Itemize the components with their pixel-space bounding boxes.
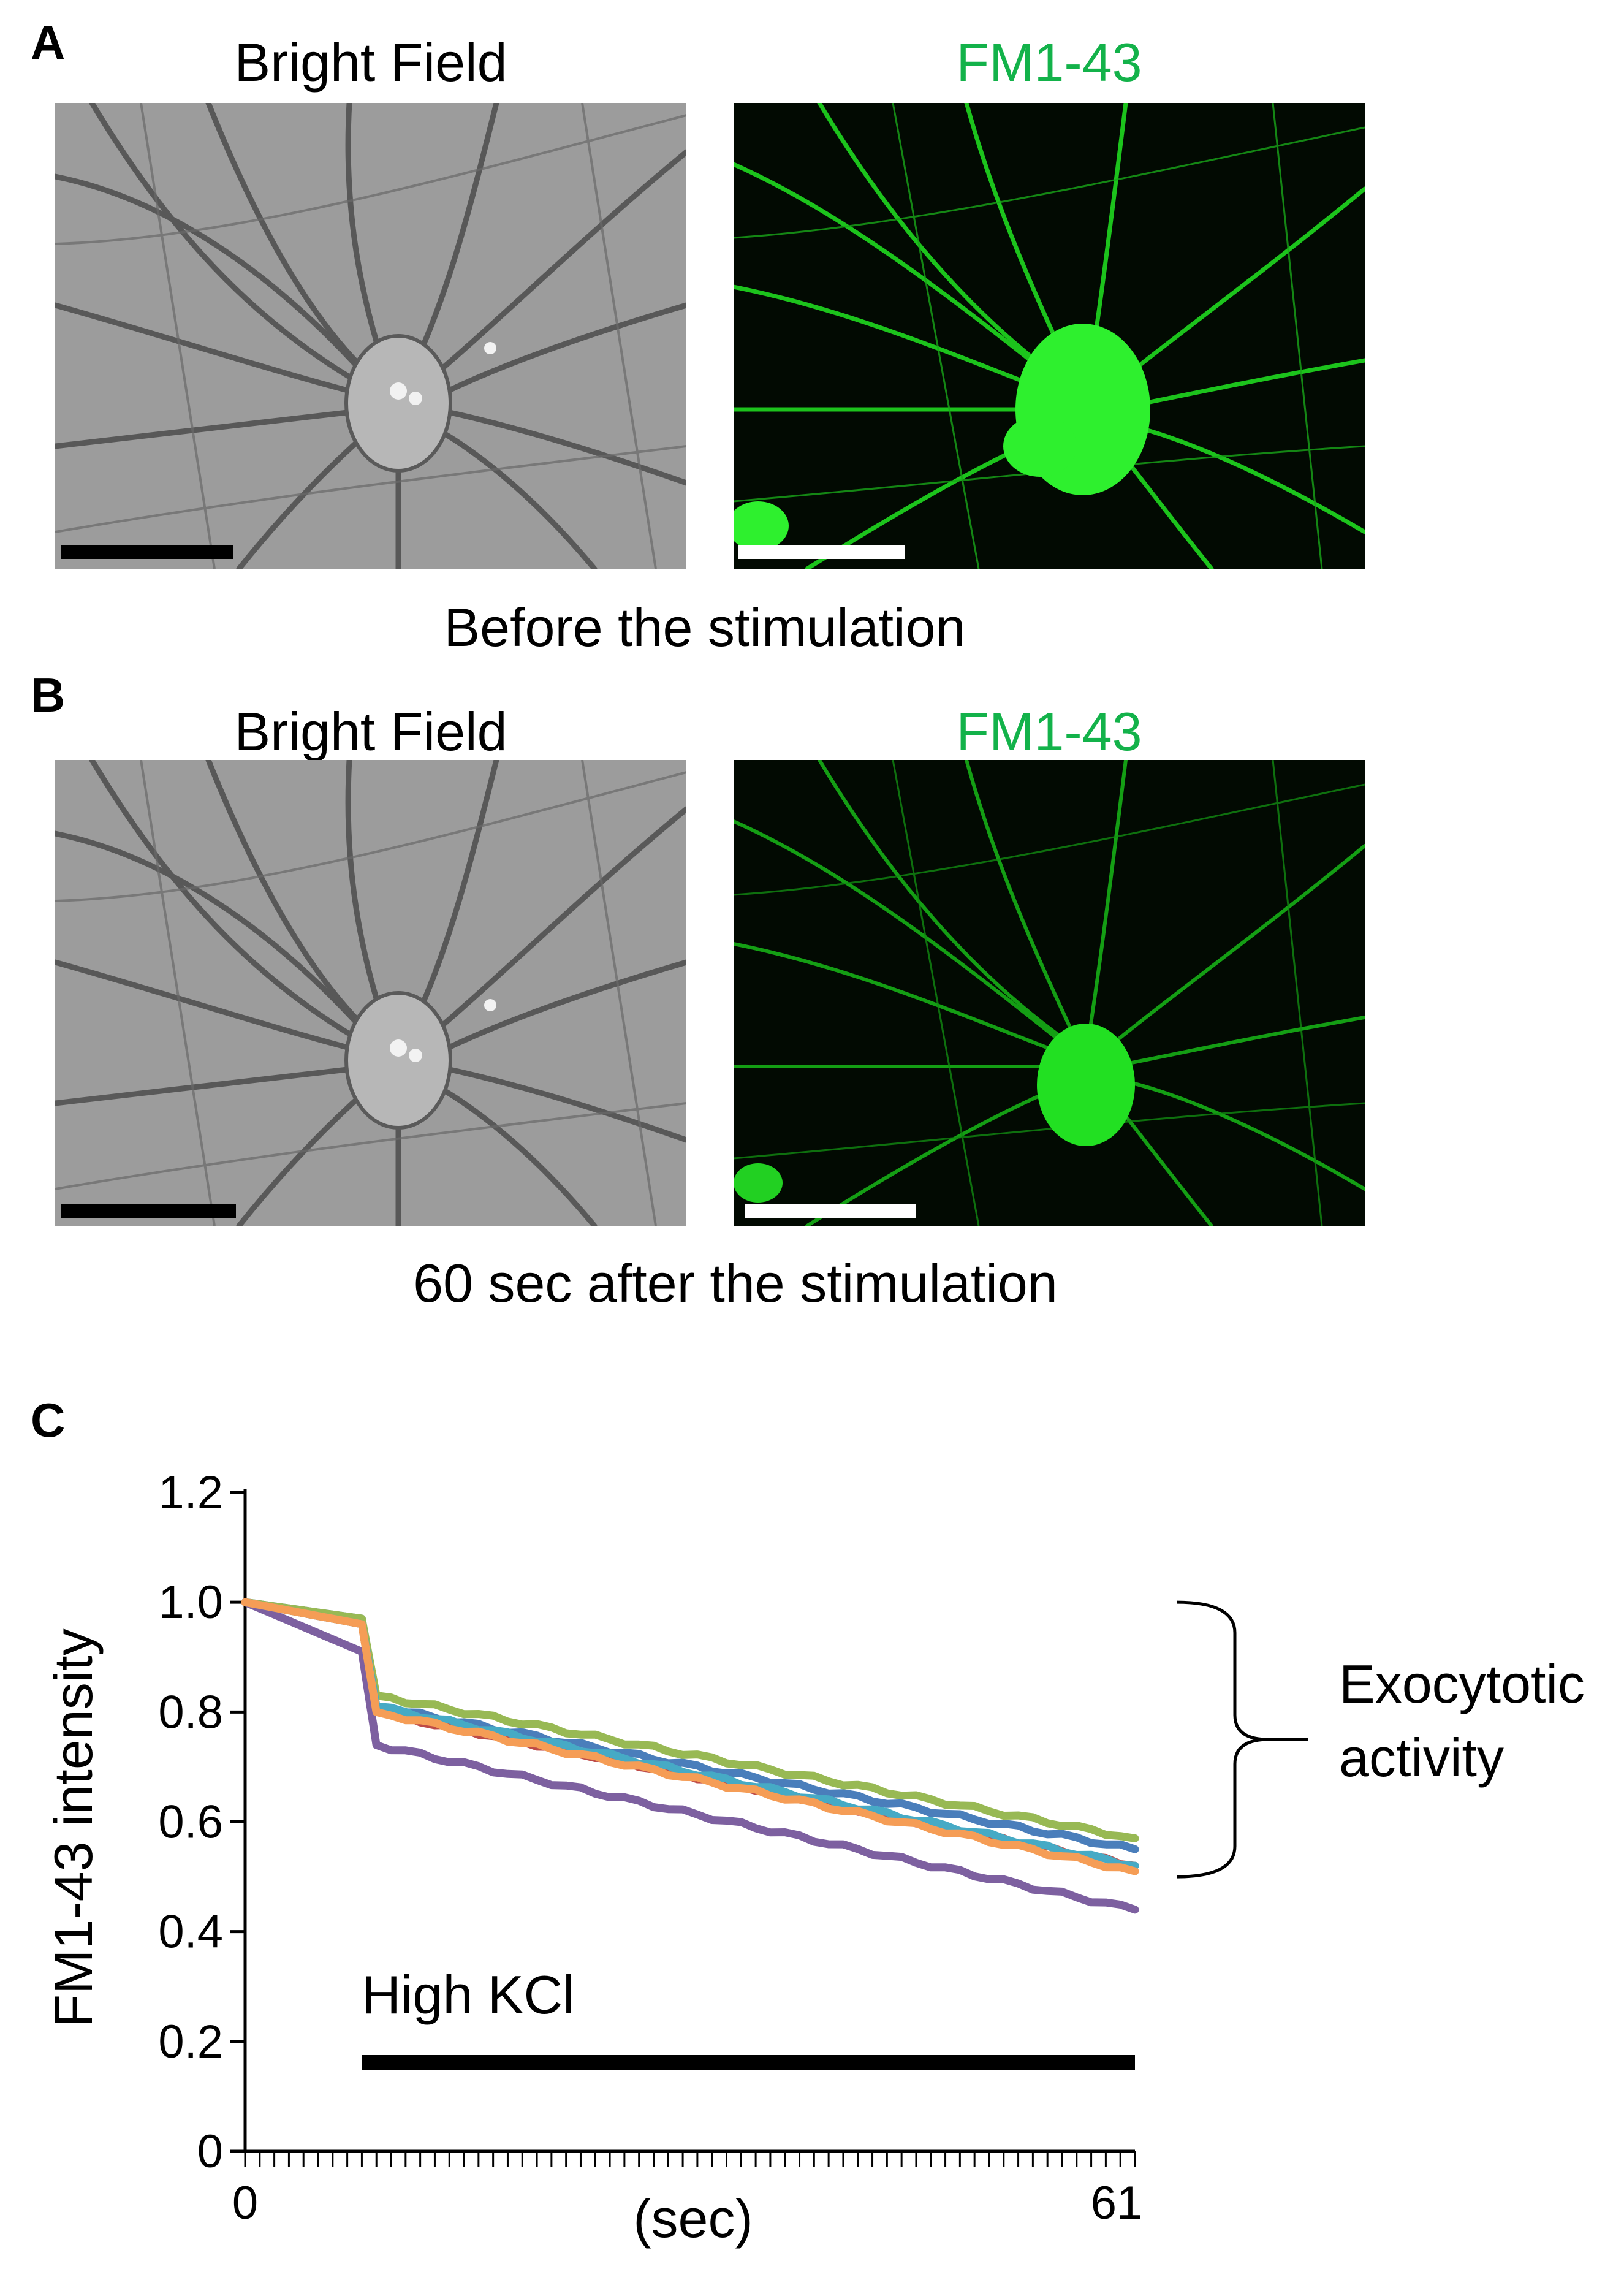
series-line (241, 1598, 1139, 1842)
panel-a-fm143-image (734, 103, 1365, 569)
panel-b-fm143-image (734, 760, 1365, 1226)
y-tick-label: 1.2 (158, 1467, 223, 1519)
intensity-chart: 0 0.2 0.4 0.6 0.8 1.0 1.2 0 61 (sec) FM1-43 intens… (43, 1467, 1585, 2249)
high-kcl-label: High KCl (362, 1964, 574, 2025)
panel-a-fm143-title: FM1-43 (956, 32, 1142, 93)
bracket-label: Exocytotic (1339, 1654, 1585, 1714)
scale-bar (745, 1204, 916, 1218)
y-tick-label: 0.2 (158, 2016, 223, 2068)
x-tick-label: 0 (232, 2177, 258, 2229)
y-tick-label: 0.8 (158, 1686, 223, 1738)
panel-b-fm143-title: FM1-43 (956, 701, 1142, 762)
y-tick-label: 0 (197, 2126, 223, 2178)
scale-bar (738, 545, 905, 559)
panel-a-caption: Before the stimulation (444, 597, 966, 658)
bracket (1176, 1600, 1269, 1879)
panel-a-brightfield-image (55, 103, 686, 569)
panel-b-brightfield-title: Bright Field (234, 701, 507, 762)
panel-b-caption: 60 sec after the stimulation (413, 1253, 1058, 1313)
x-axis-label: (sec) (633, 2188, 753, 2249)
y-tick-label: 0.6 (158, 1796, 223, 1849)
y-axis-label: FM1-43 intensity (43, 1628, 104, 2027)
y-tick-label: 0.4 (158, 1906, 223, 1958)
series-line (241, 1598, 1139, 1914)
panel-letter-b: B (31, 668, 66, 722)
series-line (241, 1598, 1139, 1875)
panel-b-brightfield-image (55, 760, 686, 1226)
scale-bar (61, 1204, 236, 1218)
bracket-label: activity (1339, 1727, 1504, 1788)
y-tick-label: 1.0 (158, 1576, 223, 1628)
panel-letter-a: A (31, 15, 66, 69)
scale-bar (61, 545, 233, 559)
x-tick-label: 61 (1091, 2177, 1143, 2229)
panel-letter-c: C (31, 1393, 66, 1447)
panel-a-brightfield-title: Bright Field (234, 32, 507, 93)
